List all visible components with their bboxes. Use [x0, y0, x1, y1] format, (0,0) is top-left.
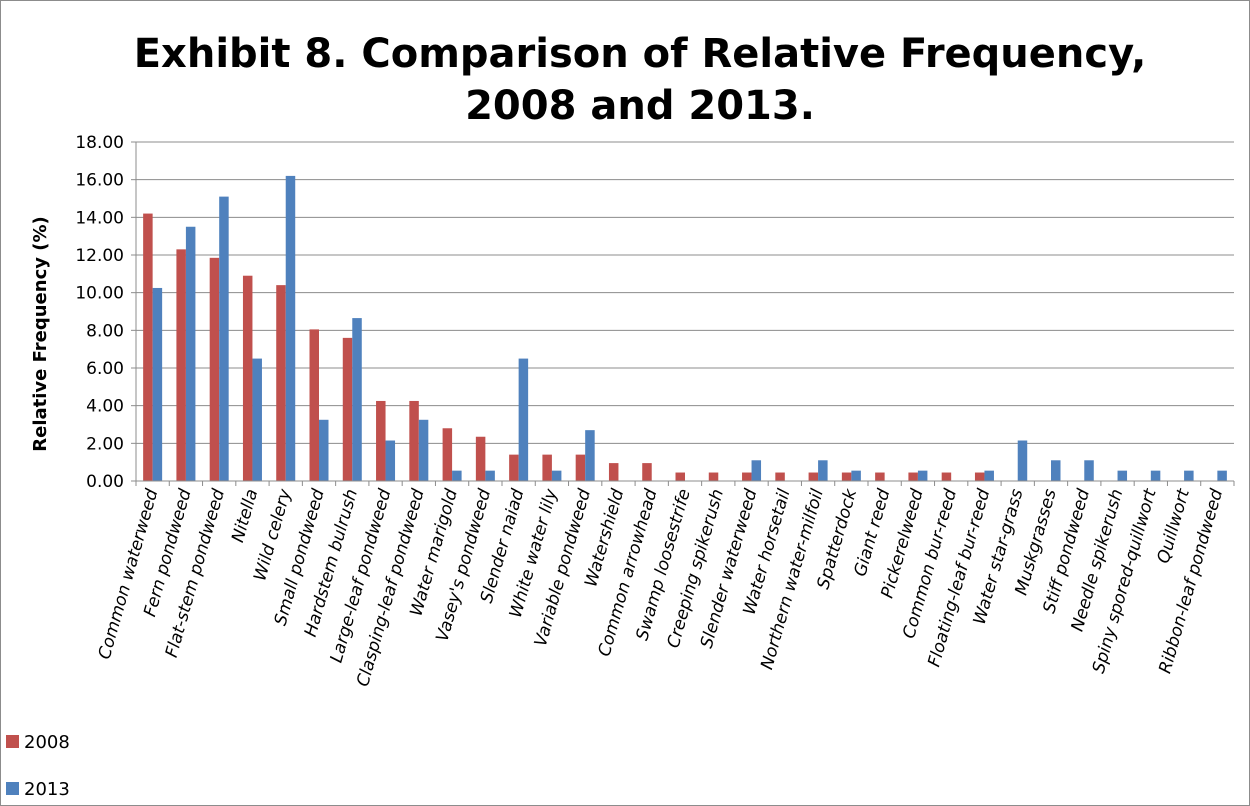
bar-2008 [675, 472, 685, 481]
bar-2008 [242, 275, 253, 481]
bar-2013 [851, 470, 861, 481]
bar-2008 [342, 337, 353, 481]
bar-2013 [1184, 470, 1194, 481]
bar-2008 [409, 400, 419, 481]
bar-2008 [376, 400, 386, 481]
bar-2013 [385, 440, 396, 481]
bar-2008 [908, 472, 918, 481]
bar-2008 [974, 472, 985, 481]
bar-2008 [575, 454, 586, 481]
chart-title-line-1: Exhibit 8. Comparison of Relative Freque… [134, 31, 1147, 77]
legend-swatch-2013 [6, 782, 19, 795]
bar-2008 [875, 472, 885, 481]
y-tick-label: 2.00 [86, 434, 124, 454]
bar-2008 [708, 472, 719, 481]
bar-2008 [209, 257, 220, 481]
bar-2013 [319, 419, 329, 481]
bar-2013 [1117, 470, 1128, 481]
bar-2008 [941, 472, 952, 481]
y-tick-label: 12.00 [75, 246, 124, 266]
bar-2008 [775, 472, 785, 481]
chart-title-line-2: 2008 and 2013. [465, 83, 815, 129]
bar-2013 [1084, 460, 1094, 481]
bar-2008 [808, 472, 819, 481]
bar-2008 [276, 285, 286, 481]
bar-2008 [642, 463, 652, 481]
bar-2013 [1150, 470, 1161, 481]
y-tick-label: 14.00 [75, 208, 124, 228]
bar-2013 [1017, 440, 1028, 481]
bar-2008 [841, 472, 852, 481]
bar-2008 [176, 249, 186, 481]
legend-label-2008: 2008 [24, 732, 70, 753]
legend-label-2013: 2013 [24, 779, 70, 800]
y-tick-label: 4.00 [86, 397, 124, 417]
y-tick-label: 18.00 [75, 133, 124, 153]
bar-2013 [352, 318, 362, 481]
bar-2013 [551, 470, 562, 481]
bar-2013 [452, 470, 462, 481]
bar-2013 [418, 419, 429, 481]
y-tick-label: 0.00 [86, 472, 124, 492]
y-axis-label: Relative Frequency (%) [30, 216, 51, 451]
bar-2013 [185, 226, 196, 481]
bar-2013 [751, 460, 762, 481]
legend-swatch-2008 [6, 735, 19, 748]
y-tick-label: 10.00 [75, 284, 124, 304]
bar-2013 [152, 287, 163, 481]
bar-2013 [219, 196, 229, 481]
bar-2013 [585, 430, 595, 481]
bar-2008 [542, 454, 552, 481]
bars [143, 175, 1227, 482]
y-tick-label: 16.00 [75, 171, 124, 191]
bar-2013 [518, 358, 529, 481]
y-tick-labels: 0.00 2.00 4.00 6.00 8.00 10.00 12.00 14.00 16.00… [75, 133, 124, 492]
bar-2008 [442, 428, 453, 481]
bar-2013 [285, 175, 296, 481]
bar-2008 [143, 213, 153, 482]
bar-2008 [608, 463, 619, 481]
bar-2013 [917, 470, 928, 481]
bar-2013 [1217, 470, 1227, 481]
bar-2013 [818, 460, 828, 481]
bar-2008 [309, 329, 319, 481]
bar-2013 [485, 470, 495, 481]
bar-2008 [475, 436, 486, 481]
bar-2013 [252, 358, 262, 481]
bar-2013 [984, 470, 994, 481]
bar-2013 [1051, 460, 1061, 481]
axes [131, 141, 1235, 486]
bar-2008 [742, 472, 752, 481]
y-tick-label: 6.00 [86, 359, 124, 379]
bar-2008 [509, 454, 519, 481]
y-tick-label: 8.00 [86, 321, 124, 341]
legend: 2008 2013 [6, 732, 70, 800]
